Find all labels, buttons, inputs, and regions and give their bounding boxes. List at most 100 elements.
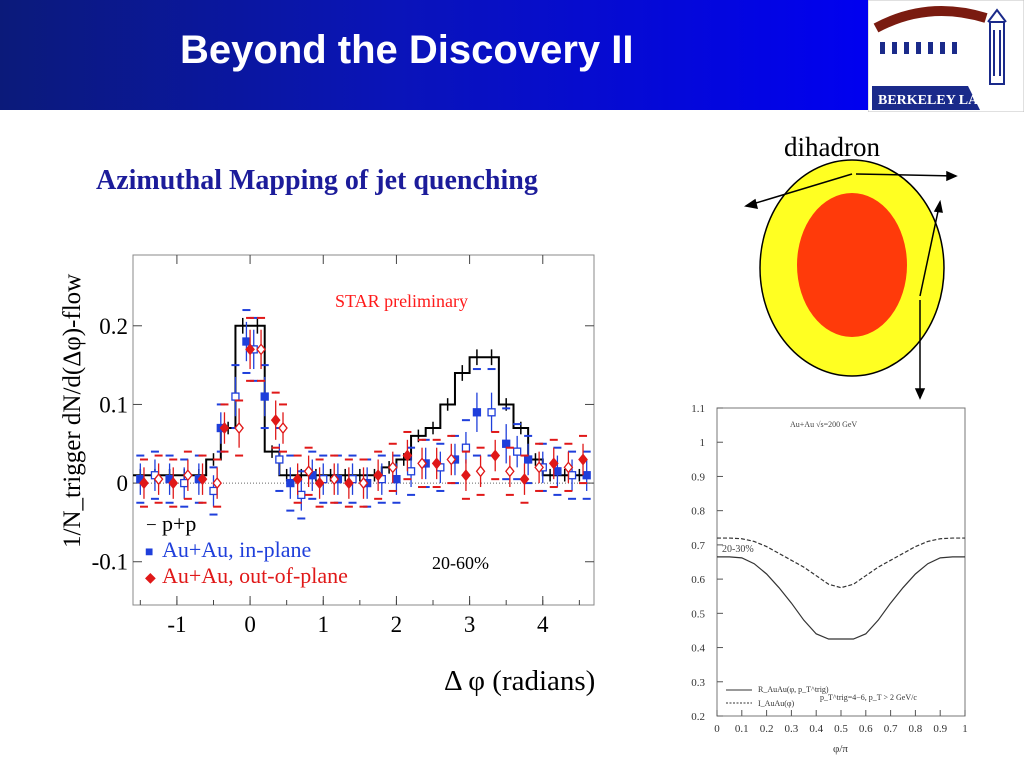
out-of-plane-point [292, 473, 303, 486]
out-of-plane-point [578, 453, 588, 466]
subtitle: Azimuthal Mapping of jet quenching [96, 165, 538, 196]
out-of-plane-point [197, 473, 208, 486]
side-legend: R_AuAu(φ, p_T^trig) I_AuAu(φ) p_T^trig=4… [726, 685, 917, 708]
main-x-axis-label: Δ φ (radians) [444, 665, 595, 697]
in-plane-point [513, 447, 522, 456]
legend-marker-pp: − [146, 515, 157, 536]
out-of-plane-point [314, 477, 325, 490]
logo-banner [872, 86, 980, 110]
side-y-tick-label: 0.9 [691, 471, 705, 483]
out-of-plane-point [183, 469, 193, 482]
out-of-plane-point [303, 465, 314, 478]
logo-arc-icon [873, 5, 988, 33]
x-tick-label: 4 [537, 612, 549, 637]
title-bar [0, 0, 868, 110]
out-of-plane-point [446, 453, 457, 466]
logo-graphic: BERKELEY LAB [868, 0, 1024, 112]
side-axis-ticks: 0 0.1 0.2 0.3 0.4 0.5 0.6 0.7 0.8 0.9 1 0.2 0.3 0.4 0.… [691, 403, 968, 735]
side-y-tick-label: 0.6 [691, 574, 705, 586]
out-of-plane-point [548, 457, 559, 470]
out-of-plane-point [417, 457, 427, 470]
out-of-plane-point [278, 421, 288, 435]
side-x-tick-label: 0.7 [884, 723, 898, 735]
out-of-plane-point [270, 414, 281, 427]
out-of-plane-point [402, 449, 413, 462]
side-y-tick-label: 1.1 [691, 403, 705, 415]
main-series [133, 309, 591, 520]
in-plane-point [472, 408, 482, 417]
side-y-tick-label: 0.8 [691, 506, 705, 518]
y-tick-label: 0.1 [99, 392, 128, 417]
centrality-label: 20-60% [432, 553, 489, 573]
in-plane-point [260, 392, 269, 401]
out-of-plane-point [373, 469, 383, 482]
in-plane-point [487, 408, 496, 417]
logo-text: BERKELEY LAB [878, 93, 988, 108]
out-of-plane-point [563, 461, 574, 474]
side-x-tick-label: 0.9 [933, 723, 947, 735]
main-axis-ticks: -1 0 1 2 3 4 -0.1 0 0.1 0.2 [92, 255, 594, 637]
side-cuts-label: p_T^trig=4−6, p_T > 2 GeV/c [820, 693, 917, 702]
out-of-plane-point [329, 473, 340, 486]
main-legend: − p+p ■ Au+Au, in-plane ◆ Au+Au, out-of-… [145, 511, 348, 588]
side-legend-solid-label: R_AuAu(φ, p_T^trig) [758, 685, 829, 694]
side-y-tick-label: 0.4 [691, 643, 705, 655]
out-of-plane-point [534, 461, 544, 474]
slide-title: Beyond the Discovery II [180, 28, 634, 72]
legend-label-pp: p+p [162, 511, 196, 536]
side-x-tick-label: 0.8 [909, 723, 923, 735]
out-of-plane-point [168, 477, 179, 490]
campanile-icon [987, 8, 1007, 85]
side-x-tick-label: 0.4 [809, 723, 823, 735]
side-y-tick-label: 0.2 [691, 711, 705, 723]
out-of-plane-point [153, 473, 164, 486]
side-y-tick-label: 0.5 [691, 608, 705, 620]
side-y-tick-label: 0.3 [691, 677, 705, 689]
side-y-tick-label: 0.7 [691, 540, 705, 552]
x-tick-label: -1 [167, 612, 186, 637]
y-tick-label: 0 [117, 471, 129, 496]
side-y-tick-label: 1 [700, 437, 706, 449]
legend-label-in-plane: Au+Au, in-plane [162, 537, 311, 562]
out-of-plane-point [234, 421, 244, 435]
side-series [717, 537, 965, 640]
out-of-plane-point [431, 457, 442, 470]
out-of-plane-point [245, 343, 255, 356]
star-preliminary-label: STAR preliminary [335, 291, 468, 311]
out-of-plane-point [505, 465, 515, 478]
out-of-plane-point [461, 469, 471, 482]
out-of-plane-point [358, 477, 369, 490]
y-tick-label: 0.2 [99, 314, 128, 339]
x-tick-label: 2 [391, 612, 403, 637]
out-of-plane-point [475, 465, 486, 478]
legend-marker-in-plane: ■ [145, 545, 153, 560]
side-system-label: Au+Au √s=200 GeV [790, 420, 857, 429]
side-dashed-curve [717, 537, 965, 589]
side-centrality-label: 20-30% [722, 544, 754, 555]
side-x-axis-label: φ/π [833, 743, 848, 755]
legend-label-out-of-plane: Au+Au, out-of-plane [162, 563, 348, 588]
in-plane-point [286, 478, 295, 488]
side-x-tick-label: 0.2 [760, 723, 774, 735]
side-x-tick-label: 0.3 [785, 723, 799, 735]
main-y-axis-label: 1/N_trigger dN/d(Δφ)-flow [59, 274, 86, 548]
side-x-tick-label: 0.6 [859, 723, 873, 735]
out-of-plane-point [256, 343, 266, 356]
main-plot-frame [132, 254, 595, 606]
out-of-plane-point [387, 461, 398, 474]
x-tick-label: 3 [464, 612, 476, 637]
y-tick-label: -0.1 [92, 550, 128, 575]
side-solid-curve [717, 556, 965, 640]
out-of-plane-point [519, 473, 530, 486]
x-tick-label: 1 [318, 612, 330, 637]
legend-marker-out-of-plane: ◆ [145, 571, 156, 586]
side-x-tick-label: 0 [714, 723, 720, 735]
out-of-plane-point [344, 477, 354, 490]
side-x-tick-label: 0.1 [735, 723, 749, 735]
x-tick-label: 0 [244, 612, 256, 637]
out-of-plane-point [212, 477, 222, 490]
side-x-tick-label: 1 [962, 723, 968, 735]
in-plane-point [275, 455, 284, 464]
out-of-plane-point [490, 449, 501, 462]
